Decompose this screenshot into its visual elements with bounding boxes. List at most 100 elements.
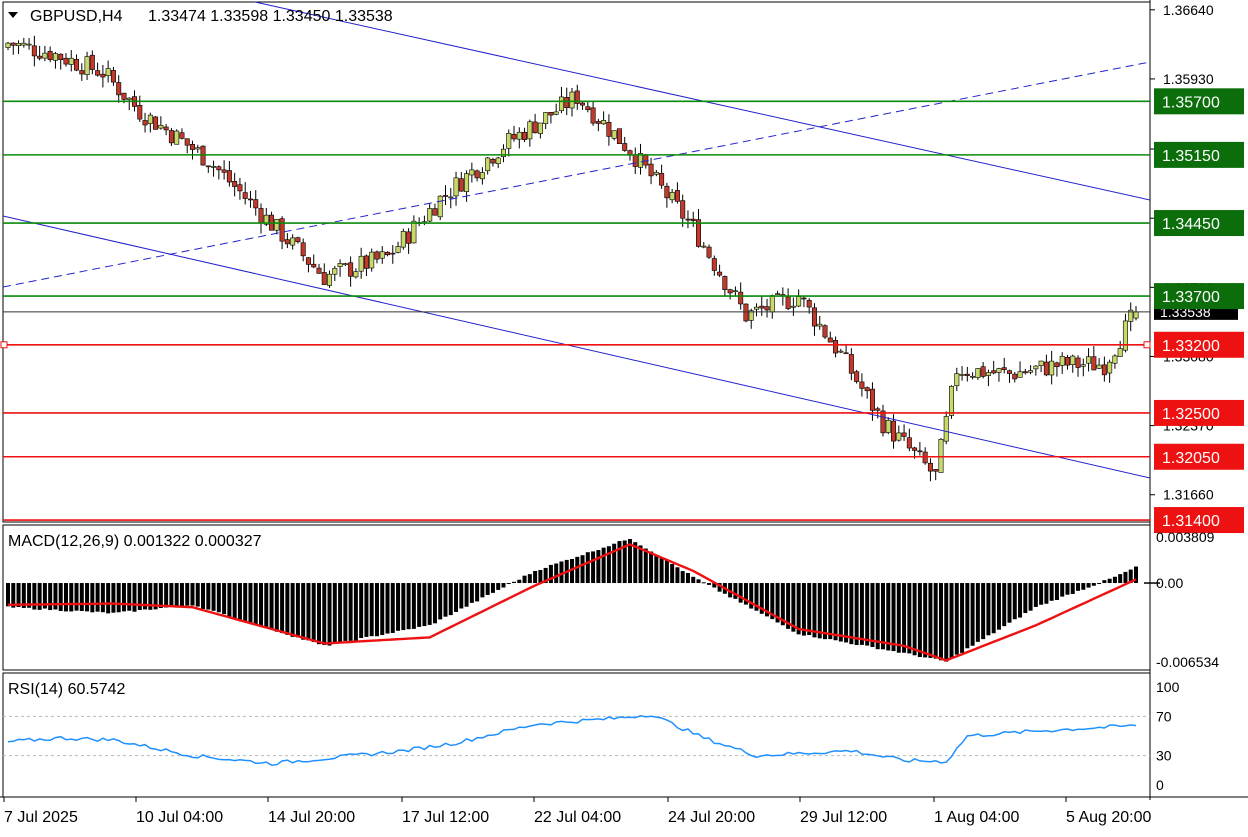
candle-body [854, 371, 860, 382]
candle [68, 50, 74, 72]
macd-bar [970, 583, 975, 646]
candle-body [469, 169, 475, 176]
candle-body [680, 200, 686, 219]
candle-body [864, 387, 870, 392]
candle-body [938, 438, 944, 473]
candle-body [537, 122, 543, 134]
candle [811, 303, 817, 336]
candle-body [595, 121, 601, 124]
candle-body [822, 325, 828, 338]
macd-bar [849, 583, 854, 645]
candle-body [458, 178, 464, 192]
macd-bar [938, 583, 943, 661]
candle-body [548, 112, 554, 116]
macd-bar [696, 579, 701, 584]
candle [891, 414, 897, 449]
candle-body [226, 170, 232, 183]
candle [84, 51, 90, 81]
candle [516, 127, 522, 149]
macd-bar [475, 583, 480, 602]
macd-bar [37, 583, 42, 610]
rsi-line [7, 715, 1137, 766]
level-badge [1154, 88, 1244, 115]
candle-body [26, 43, 32, 46]
candle [1001, 357, 1007, 374]
rsi-pane-frame [2, 672, 1151, 798]
macd-bar [374, 583, 379, 637]
candle [753, 303, 759, 317]
macd-bar [559, 561, 564, 584]
candle-body [1128, 309, 1134, 322]
macd-bar [74, 583, 79, 611]
candle-body [411, 220, 417, 244]
macd-bar [311, 583, 316, 643]
candle-body [31, 45, 37, 57]
candle-body [632, 154, 638, 167]
macd-bar [717, 583, 722, 592]
macd-tick-label: -0.006534 [1156, 654, 1219, 670]
candle [469, 162, 475, 183]
macd-bar [633, 542, 638, 584]
macd-bar [79, 583, 84, 611]
macd-bar [359, 583, 364, 639]
level-label: 1.32050 [1162, 450, 1220, 467]
macd-bar [295, 583, 300, 638]
candle [31, 35, 37, 67]
candle [464, 170, 470, 202]
candle [674, 182, 680, 204]
candle [395, 241, 401, 254]
macd-bar [923, 583, 928, 658]
macd-bar [137, 583, 142, 610]
macd-bar [707, 583, 712, 585]
candle-body [284, 239, 290, 245]
candle [153, 116, 159, 130]
macd-bar [780, 583, 785, 626]
macd-bar [237, 583, 242, 621]
macd-bar [174, 583, 179, 606]
candle-body [759, 305, 765, 309]
candle [232, 172, 238, 197]
price-tick-label: 1.31660 [1163, 487, 1214, 503]
candle-body [564, 97, 570, 108]
macd-bar [965, 583, 970, 649]
macd-bar [944, 583, 949, 662]
candle-body [880, 410, 886, 434]
dropdown-triangle-icon [8, 12, 18, 18]
macd-bar [158, 583, 163, 609]
macd-bar [791, 583, 796, 632]
candle [490, 157, 496, 167]
macd-bar [1060, 583, 1065, 597]
macd-bar [981, 583, 986, 640]
candle-body [406, 231, 412, 244]
candle [416, 217, 422, 227]
candle-body [569, 91, 575, 109]
macd-bar [396, 583, 401, 631]
macd-bar [533, 570, 538, 584]
macd-bar [411, 583, 416, 629]
candle-body [827, 337, 833, 343]
macd-bar [143, 583, 148, 610]
candle-body [10, 42, 16, 46]
macd-bar [933, 583, 938, 659]
candle-body [622, 143, 628, 151]
macd-bar [991, 583, 996, 634]
candle [300, 238, 306, 262]
candle-body [506, 132, 512, 149]
candle-body [211, 166, 217, 168]
candle-body [690, 218, 696, 222]
candle-body [305, 257, 311, 265]
candle [632, 147, 638, 175]
candle-body [1133, 311, 1139, 319]
candle [975, 368, 981, 380]
candle [854, 369, 860, 384]
candle [985, 369, 991, 387]
candle-body [316, 267, 322, 274]
time-tick-label: 7 Jul 2025 [4, 809, 78, 826]
candle [638, 143, 644, 175]
candle-body [485, 157, 491, 172]
candle-body [875, 408, 881, 411]
candle-body [390, 252, 396, 255]
macd-bar [743, 583, 748, 605]
